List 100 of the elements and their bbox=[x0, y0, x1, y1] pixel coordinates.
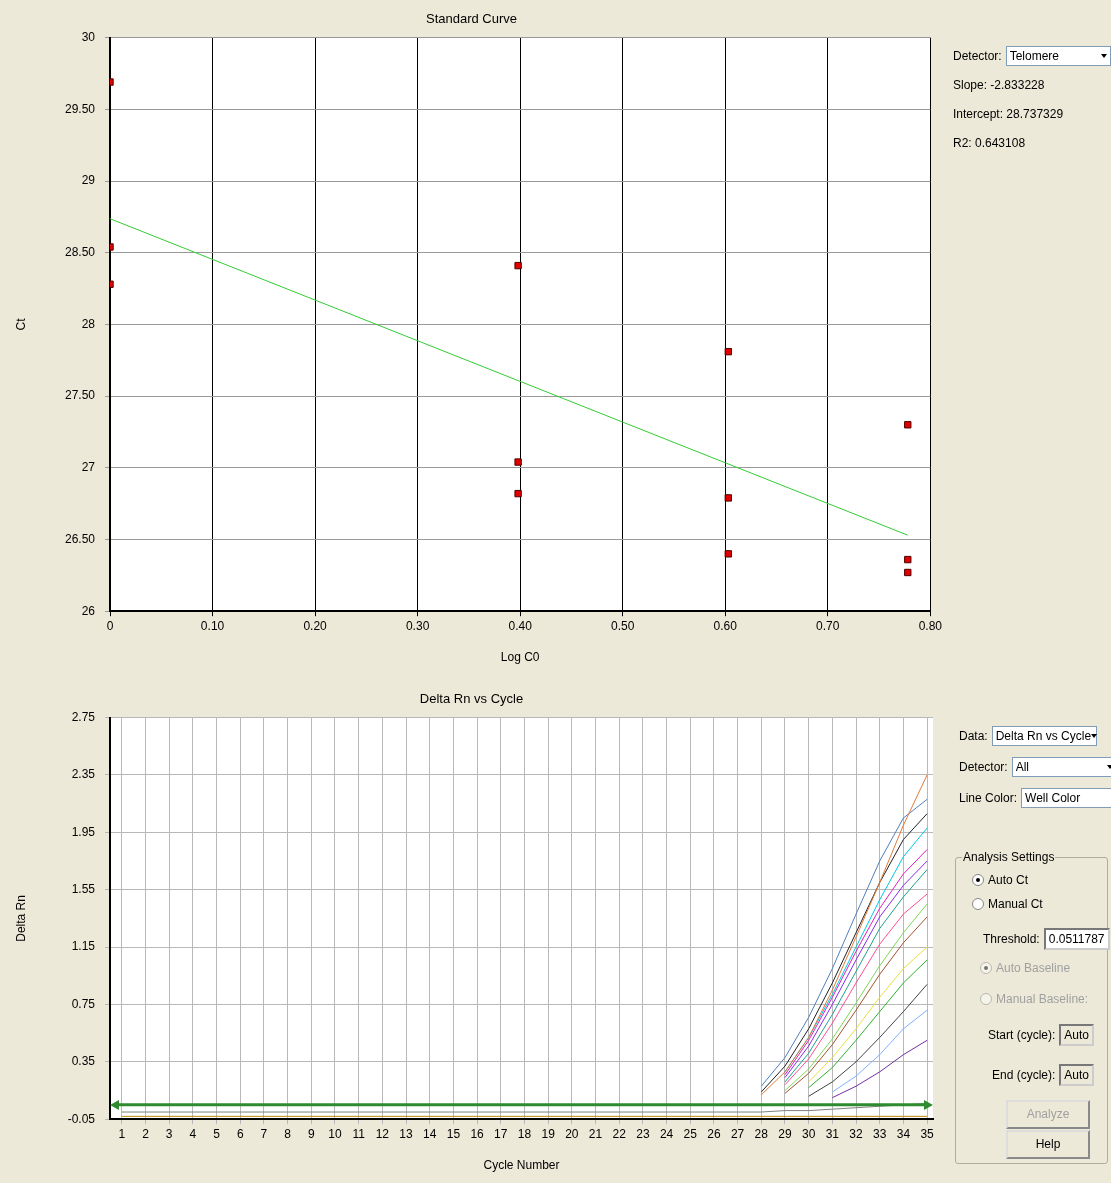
text: Auto Baseline bbox=[996, 961, 1071, 975]
text: Delta Rn vs Cycle bbox=[995, 729, 1092, 743]
text: Analysis Settings bbox=[962, 850, 1056, 864]
x-axis-title: Cycle Number bbox=[483, 1158, 560, 1173]
y-tick-label: 27 bbox=[81, 460, 96, 475]
text: Start (cycle): bbox=[988, 1028, 1056, 1042]
y-tick-label: 29 bbox=[81, 173, 96, 188]
x-tick-label: 8 bbox=[284, 1126, 292, 1141]
x-tick-label: 31 bbox=[825, 1126, 840, 1141]
point bbox=[724, 347, 732, 356]
y-tick-label: 2.75 bbox=[71, 709, 96, 724]
text: Auto bbox=[1059, 1024, 1095, 1046]
x-tick-label: 28 bbox=[754, 1126, 769, 1141]
text: Help bbox=[1006, 1130, 1090, 1159]
text: Auto bbox=[1059, 1064, 1095, 1086]
y-tick-label: 1.15 bbox=[71, 939, 96, 954]
x-tick-label: 10 bbox=[328, 1126, 342, 1141]
point bbox=[724, 550, 732, 558]
x-tick-label: 18 bbox=[517, 1126, 532, 1141]
x-tick-label: 15 bbox=[446, 1126, 461, 1141]
x-tick-label: 3 bbox=[165, 1126, 173, 1141]
x-tick-label: 25 bbox=[683, 1126, 698, 1141]
x-tick-label: 24 bbox=[659, 1126, 674, 1141]
point bbox=[724, 494, 732, 502]
point bbox=[514, 489, 522, 498]
x-tick-label: 19 bbox=[541, 1126, 556, 1141]
x-tick-label: 1 bbox=[118, 1126, 126, 1141]
text: Detector: bbox=[953, 49, 1002, 63]
y-tick-label: 26.50 bbox=[64, 531, 96, 546]
text: Detector: bbox=[959, 760, 1008, 774]
x-tick-label: 13 bbox=[399, 1126, 414, 1141]
x-tick-label: 32 bbox=[849, 1126, 864, 1141]
text: Data: bbox=[959, 729, 988, 743]
x-tick-label: 34 bbox=[896, 1126, 911, 1141]
text: R2: 0.643108 bbox=[953, 136, 1026, 150]
x-tick-label: 9 bbox=[307, 1126, 315, 1141]
x-tick-label: 0.20 bbox=[303, 618, 328, 633]
x-tick-label: 17 bbox=[494, 1126, 508, 1141]
y-tick-label: 28 bbox=[81, 316, 96, 331]
chart-title: Delta Rn vs Cycle bbox=[419, 691, 524, 707]
text: Manual Ct bbox=[988, 897, 1043, 911]
x-tick-label: 27 bbox=[730, 1126, 745, 1141]
y-axis-title: Ct bbox=[13, 317, 28, 331]
text: Line Color: bbox=[959, 791, 1018, 805]
x-tick-label: 6 bbox=[236, 1126, 244, 1141]
y-tick-label: 1.55 bbox=[71, 882, 96, 897]
x-tick-label: 4 bbox=[189, 1126, 197, 1141]
x-tick-label: 12 bbox=[375, 1126, 390, 1141]
text: All bbox=[1015, 760, 1030, 774]
x-axis-title: Log C0 bbox=[500, 650, 540, 665]
x-tick-label: 0.30 bbox=[405, 618, 430, 633]
y-tick-label: 28.50 bbox=[64, 245, 96, 260]
point bbox=[904, 568, 912, 577]
x-tick-label: 29 bbox=[778, 1126, 792, 1141]
text: Threshold: bbox=[983, 932, 1040, 946]
chart-title: Standard Curve bbox=[425, 11, 518, 27]
point bbox=[904, 421, 912, 429]
x-tick-label: 0.50 bbox=[611, 618, 635, 633]
text: Analyze bbox=[1006, 1100, 1090, 1129]
y-tick-label: 30 bbox=[81, 29, 96, 44]
y-tick-label: -0.05 bbox=[67, 1111, 96, 1126]
text: Slope: -2.833228 bbox=[953, 78, 1045, 92]
x-tick-label: 0 bbox=[106, 618, 114, 633]
x-tick-label: 26 bbox=[707, 1126, 721, 1141]
x-tick-label: 2 bbox=[142, 1126, 150, 1141]
y-tick-label: 29.50 bbox=[64, 101, 96, 116]
point bbox=[904, 555, 912, 564]
point bbox=[514, 458, 522, 466]
x-tick-label: 23 bbox=[636, 1126, 650, 1141]
x-tick-label: 7 bbox=[260, 1126, 268, 1141]
x-tick-label: 14 bbox=[423, 1126, 437, 1141]
x-tick-label: 0.40 bbox=[508, 618, 533, 633]
x-tick-label: 11 bbox=[352, 1126, 366, 1141]
y-tick-label: 0.35 bbox=[71, 1054, 96, 1069]
y-tick-label: 27.50 bbox=[64, 388, 96, 403]
x-tick-label: 0.10 bbox=[200, 618, 225, 633]
x-tick-label: 0.60 bbox=[713, 618, 738, 633]
x-tick-label: 33 bbox=[873, 1126, 887, 1141]
y-axis-title: Delta Rn bbox=[13, 895, 28, 942]
text: End (cycle): bbox=[992, 1068, 1056, 1082]
x-tick-label: 30 bbox=[801, 1126, 816, 1141]
x-tick-label: 21 bbox=[588, 1126, 603, 1141]
x-tick-label: 0.80 bbox=[918, 618, 943, 633]
y-tick-label: 2.35 bbox=[71, 767, 96, 782]
text: Intercept: 28.737329 bbox=[953, 107, 1064, 121]
x-tick-label: 0.70 bbox=[816, 618, 840, 633]
point bbox=[514, 261, 522, 270]
x-tick-label: 5 bbox=[213, 1126, 221, 1141]
text: 0.0511787 bbox=[1043, 928, 1110, 950]
x-tick-label: 16 bbox=[470, 1126, 485, 1141]
x-tick-label: 22 bbox=[612, 1126, 627, 1141]
y-tick-label: 0.75 bbox=[71, 996, 96, 1011]
text: Auto Ct bbox=[988, 873, 1029, 887]
text: Manual Baseline: bbox=[996, 992, 1089, 1006]
x-tick-label: 20 bbox=[565, 1126, 579, 1141]
y-tick-label: 26 bbox=[81, 603, 96, 618]
text: Well Color bbox=[1025, 791, 1081, 805]
y-tick-label: 1.95 bbox=[71, 824, 96, 839]
x-tick-label: 35 bbox=[920, 1126, 935, 1141]
text: Telomere bbox=[1009, 49, 1060, 63]
